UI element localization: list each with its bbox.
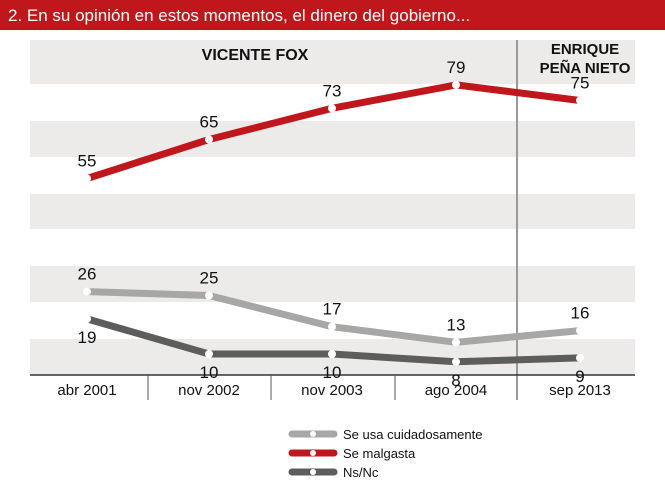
data-label: 13 [447, 315, 466, 334]
data-label: 17 [323, 300, 342, 319]
chart-title: 2. En su opinión en estos momentos, el d… [8, 6, 470, 25]
data-label: 9 [575, 367, 584, 386]
data-label: 8 [451, 371, 460, 390]
legend-marker [310, 431, 316, 437]
data-point [83, 314, 91, 323]
x-tick-label: sep 2013 [549, 382, 611, 399]
legend-label: Se usa cuidadosamente [343, 427, 482, 442]
data-point [328, 322, 336, 331]
band [30, 157, 635, 194]
series-se-malgasta: 55 65 73 79 75 [78, 58, 590, 183]
legend-marker [310, 450, 316, 456]
data-point [205, 291, 213, 300]
x-tick-label: nov 2002 [178, 382, 240, 399]
legend-label: Ns/Nc [343, 465, 379, 480]
data-label: 55 [78, 152, 97, 171]
x-tick-label: ago 2004 [425, 382, 488, 399]
data-label: 73 [323, 81, 342, 100]
data-label: 26 [78, 265, 97, 284]
x-axis-tick-labels: abr 2001 nov 2002 nov 2003 ago 2004 sep 2013 [57, 382, 610, 399]
data-label: 65 [200, 113, 219, 132]
data-point [576, 326, 584, 335]
legend-item: Ns/Nc [288, 465, 379, 480]
data-point [452, 357, 460, 366]
series-layer: 26 25 17 13 16 55 65 73 79 75 19 10 10 8 9 [78, 58, 590, 390]
data-point [205, 135, 213, 144]
data-label: 10 [200, 363, 219, 382]
legend: Se usa cuidadosamente Se malgasta Ns/Nc [288, 427, 482, 480]
data-point [576, 353, 584, 362]
data-point [83, 174, 91, 183]
data-label: 16 [571, 304, 590, 323]
title-bar [0, 0, 665, 30]
legend-item: Se usa cuidadosamente [288, 427, 482, 442]
x-tick-label: abr 2001 [57, 382, 116, 399]
legend-label: Se malgasta [343, 446, 416, 461]
data-point [328, 104, 336, 113]
data-point [452, 338, 460, 347]
data-point [205, 350, 213, 358]
period-label-pena-nieto-1: ENRIQUE [551, 41, 619, 58]
data-point [576, 96, 584, 105]
series-ns-nc: 19 10 10 8 9 [78, 314, 585, 390]
background-bands [30, 84, 635, 339]
legend-marker [310, 469, 316, 475]
period-label-fox: VICENTE FOX [202, 47, 309, 64]
band [30, 84, 635, 121]
data-point [452, 80, 460, 89]
data-label: 75 [571, 74, 590, 93]
data-label: 25 [200, 269, 219, 288]
data-point [328, 350, 336, 358]
data-label: 79 [447, 58, 466, 77]
x-axis-separators [147, 375, 396, 400]
x-tick-label: nov 2003 [301, 382, 363, 399]
data-label: 19 [78, 328, 97, 347]
period-label-pena-nieto-2: PEÑA NIETO [540, 59, 631, 77]
data-label: 10 [323, 363, 342, 382]
band [30, 229, 635, 266]
legend-item: Se malgasta [288, 446, 416, 461]
data-point [83, 287, 91, 296]
series-se-usa-cuidadosamente: 26 25 17 13 16 [78, 265, 590, 347]
